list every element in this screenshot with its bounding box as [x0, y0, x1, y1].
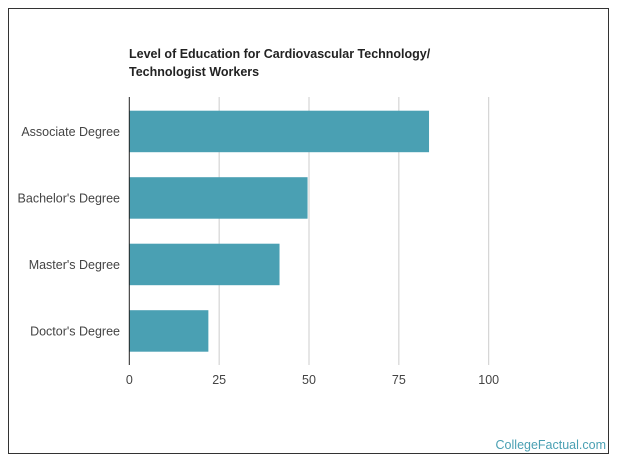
x-tick-label: 25 — [212, 373, 226, 387]
bar — [129, 243, 280, 286]
x-tick-label: 75 — [392, 373, 406, 387]
bar — [129, 310, 209, 352]
bar — [129, 110, 430, 153]
x-tick-label: 0 — [126, 373, 133, 387]
chart-title: Level of Education for Cardiovascular Te… — [129, 47, 431, 79]
y-category-label: Doctor's Degree — [30, 324, 120, 338]
y-category-label: Master's Degree — [29, 258, 120, 272]
credit-link[interactable]: CollegeFactual.com — [495, 438, 606, 452]
y-category-label: Associate Degree — [21, 125, 120, 139]
bar — [129, 177, 308, 219]
chart-frame — [8, 8, 609, 454]
x-tick-label: 100 — [478, 373, 499, 387]
y-category-label: Bachelor's Degree — [18, 191, 120, 205]
x-tick-label: 50 — [302, 373, 316, 387]
